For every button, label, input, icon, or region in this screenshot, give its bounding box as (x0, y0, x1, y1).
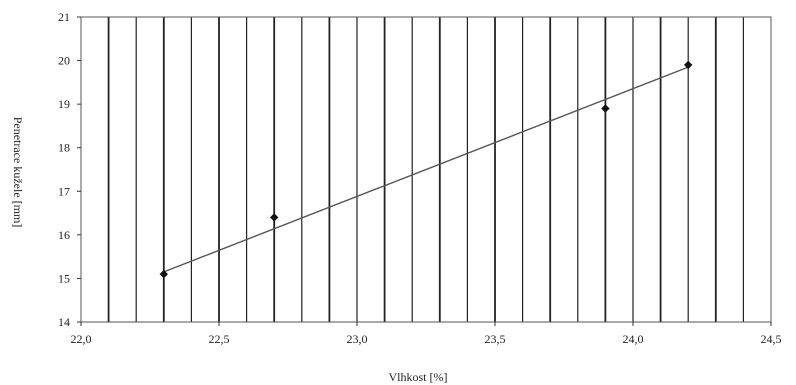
plot-border (80, 16, 772, 323)
x-axis-title: Vlhkost [%] (389, 370, 448, 384)
x-tick-label: 22,5 (209, 332, 230, 346)
y-tick-labels: 14 15 16 17 18 19 20 21 (58, 10, 70, 329)
y-tick-label: 19 (58, 97, 70, 111)
y-tick-label: 15 (58, 271, 70, 285)
x-tick-label: 24,5 (761, 332, 782, 346)
data-point-marker (159, 269, 168, 279)
y-axis-title: Penetrace kužele [mm] (11, 117, 25, 228)
x-tick-label: 24,0 (623, 332, 644, 346)
y-tick-label: 16 (58, 228, 70, 242)
trendline (163, 66, 689, 273)
plot-frame (77, 16, 772, 326)
x-tick-label: 23,0 (347, 332, 368, 346)
y-tick-label: 20 (58, 54, 70, 68)
grid-lines (107, 17, 745, 322)
data-point-marker (601, 104, 610, 113)
x-tick-labels: 22,0 22,5 23,0 23,5 24,0 24,5 (71, 332, 782, 346)
y-tick-label: 18 (58, 141, 70, 155)
data-point-marker (270, 213, 279, 222)
trendline-group (163, 66, 689, 273)
y-tick-label: 14 (58, 315, 70, 329)
data-point-marker (684, 60, 693, 70)
x-tick-label: 22,0 (71, 332, 92, 346)
y-tick-label: 21 (58, 10, 70, 24)
data-points (159, 60, 693, 279)
x-tick-label: 23,5 (485, 332, 506, 346)
y-tick-label: 17 (58, 184, 70, 198)
